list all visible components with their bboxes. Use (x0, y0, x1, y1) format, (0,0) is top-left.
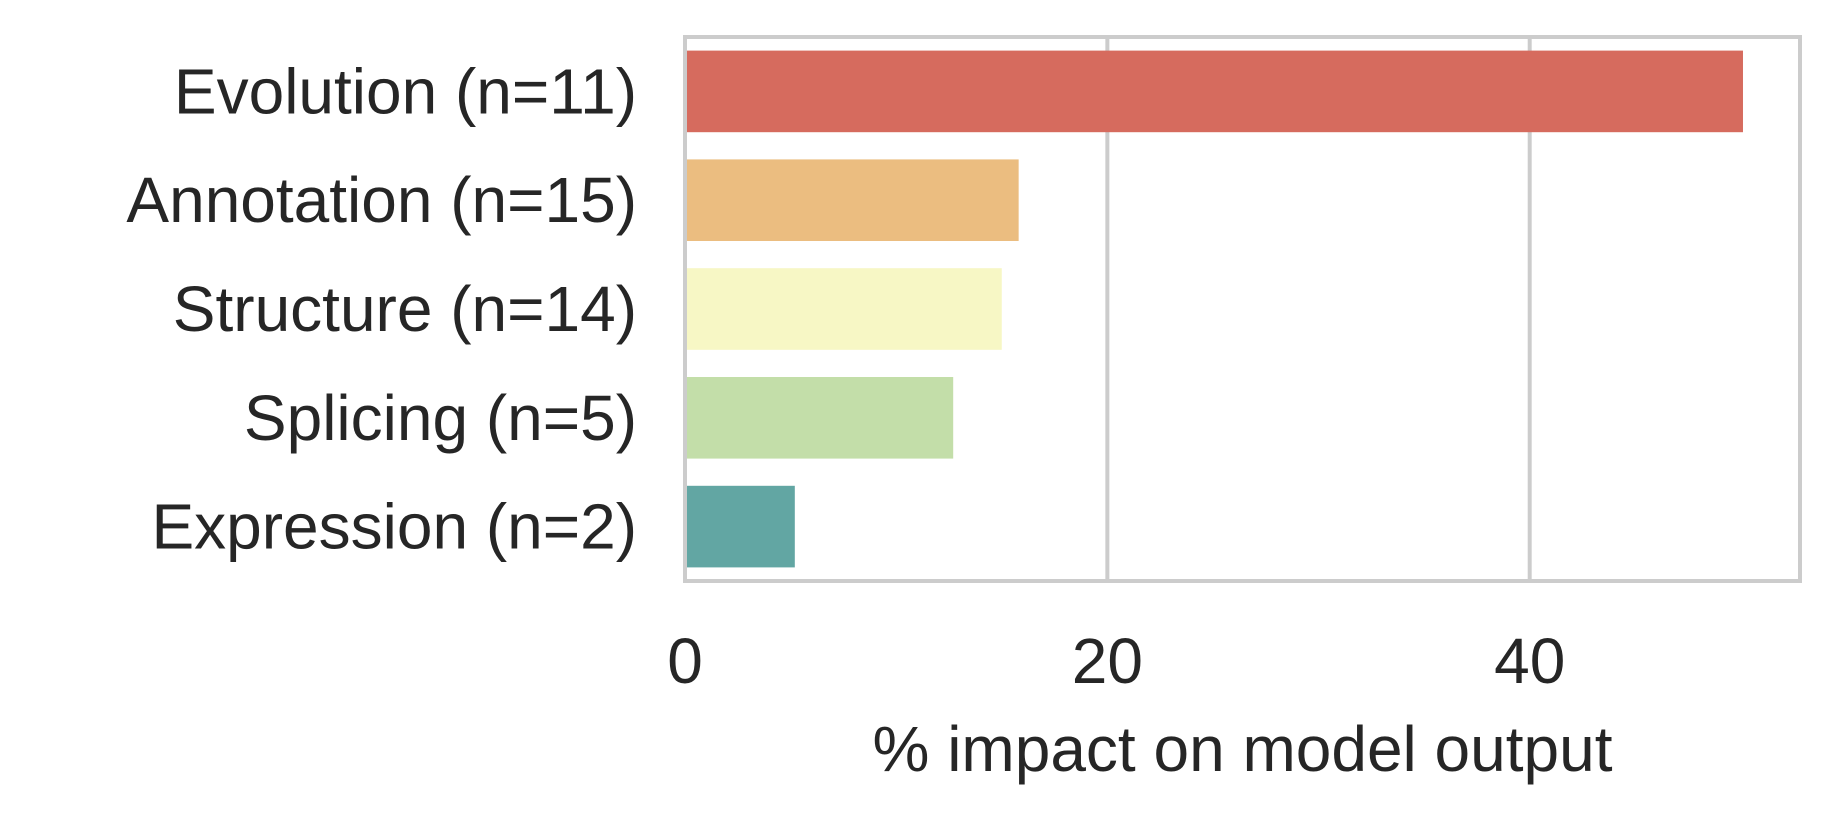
plot-frame (683, 35, 1802, 583)
bar-0 (687, 50, 1743, 133)
category-labels: Evolution (n=11) Annotation (n=15) Structu… (126, 55, 637, 562)
x-tick-label-2: 40 (1494, 625, 1565, 697)
x-tick-label-1: 20 (1072, 625, 1143, 697)
category-label-3: Splicing (n=5) (244, 382, 637, 454)
category-label-0: Evolution (n=11) (174, 55, 637, 127)
x-tick-label-0: 0 (667, 625, 703, 697)
category-label-1: Annotation (n=15) (126, 164, 637, 236)
x-tick-labels: 0 20 40 (667, 625, 1565, 697)
category-label-2: Structure (n=14) (173, 273, 637, 345)
bar-3 (687, 377, 954, 459)
bars (687, 50, 1743, 568)
bar-4 (687, 485, 795, 568)
category-label-4: Expression (n=2) (151, 491, 637, 563)
x-axis-label: % impact on model output (873, 713, 1613, 785)
bar-1 (687, 159, 1019, 241)
bar-2 (687, 268, 1002, 350)
